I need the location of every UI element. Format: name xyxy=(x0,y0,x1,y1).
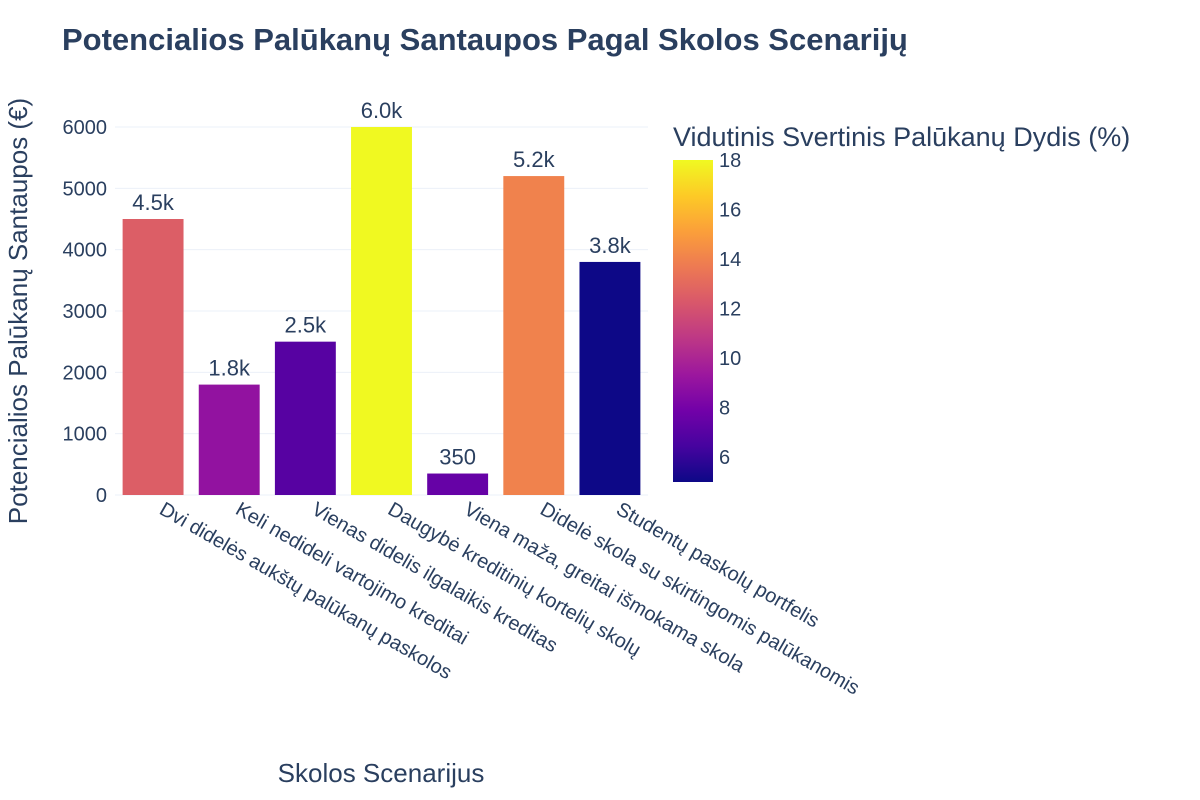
bar xyxy=(122,219,184,495)
y-tick-label: 2000 xyxy=(63,362,108,384)
colorbar-tick-label: 6 xyxy=(719,447,730,469)
bar xyxy=(503,176,565,496)
colorbar-gradient xyxy=(673,160,713,482)
colorbar-tick-label: 10 xyxy=(719,348,741,370)
bar xyxy=(198,384,260,495)
y-tick-label: 5000 xyxy=(63,178,108,200)
bar-value-label: 2.5k xyxy=(285,313,328,338)
y-axis-title: Potencialios Palūkanų Santaupos (€) xyxy=(3,98,33,524)
colorbar-tick-label: 18 xyxy=(719,150,741,172)
bar xyxy=(274,341,336,495)
colorbar-tick-label: 12 xyxy=(719,299,741,321)
bar-value-label: 1.8k xyxy=(208,356,251,381)
bar-value-label: 350 xyxy=(439,445,476,470)
bar-value-label: 4.5k xyxy=(132,190,175,215)
x-tick-label: Viena maža, greitai išmokama skola xyxy=(460,498,749,677)
colorbar-tick-label: 8 xyxy=(719,398,730,420)
x-tick-label: Didelė skola su skirtingomis palūkanomis xyxy=(536,498,863,699)
y-tick-label: 0 xyxy=(96,485,107,507)
x-axis-ticks: Dvi didelės aukštų palūkanų paskolosKeli… xyxy=(156,498,863,699)
colorbar: Vidutinis Svertinis Palūkanų Dydis (%) 6… xyxy=(673,122,1130,482)
y-axis-ticks: 0 1000 2000 3000 4000 5000 6000 xyxy=(63,117,108,507)
chart-title: Potencialios Palūkanų Santaupos Pagal Sk… xyxy=(62,22,908,57)
colorbar-title: Vidutinis Svertinis Palūkanų Dydis (%) xyxy=(673,122,1130,152)
colorbar-ticks: 6 8 10 12 14 16 18 xyxy=(719,150,741,469)
x-axis-title: Skolos Scenarijus xyxy=(278,758,485,788)
bar xyxy=(351,127,412,495)
bar xyxy=(427,473,489,495)
bar-value-label: 3.8k xyxy=(589,233,632,258)
y-tick-label: 6000 xyxy=(63,117,108,139)
y-tick-label: 1000 xyxy=(63,424,108,446)
bar xyxy=(579,261,641,495)
y-tick-label: 3000 xyxy=(63,301,108,323)
bars xyxy=(122,127,641,496)
bar-value-label: 6.0k xyxy=(361,98,404,123)
y-tick-label: 4000 xyxy=(63,240,108,262)
bar-value-label: 5.2k xyxy=(513,147,556,172)
colorbar-tick-label: 16 xyxy=(719,200,741,222)
data-labels: 4.5k 1.8k 2.5k 6.0k 350 5.2k 3.8k xyxy=(132,98,631,470)
colorbar-tick-label: 14 xyxy=(719,249,741,271)
